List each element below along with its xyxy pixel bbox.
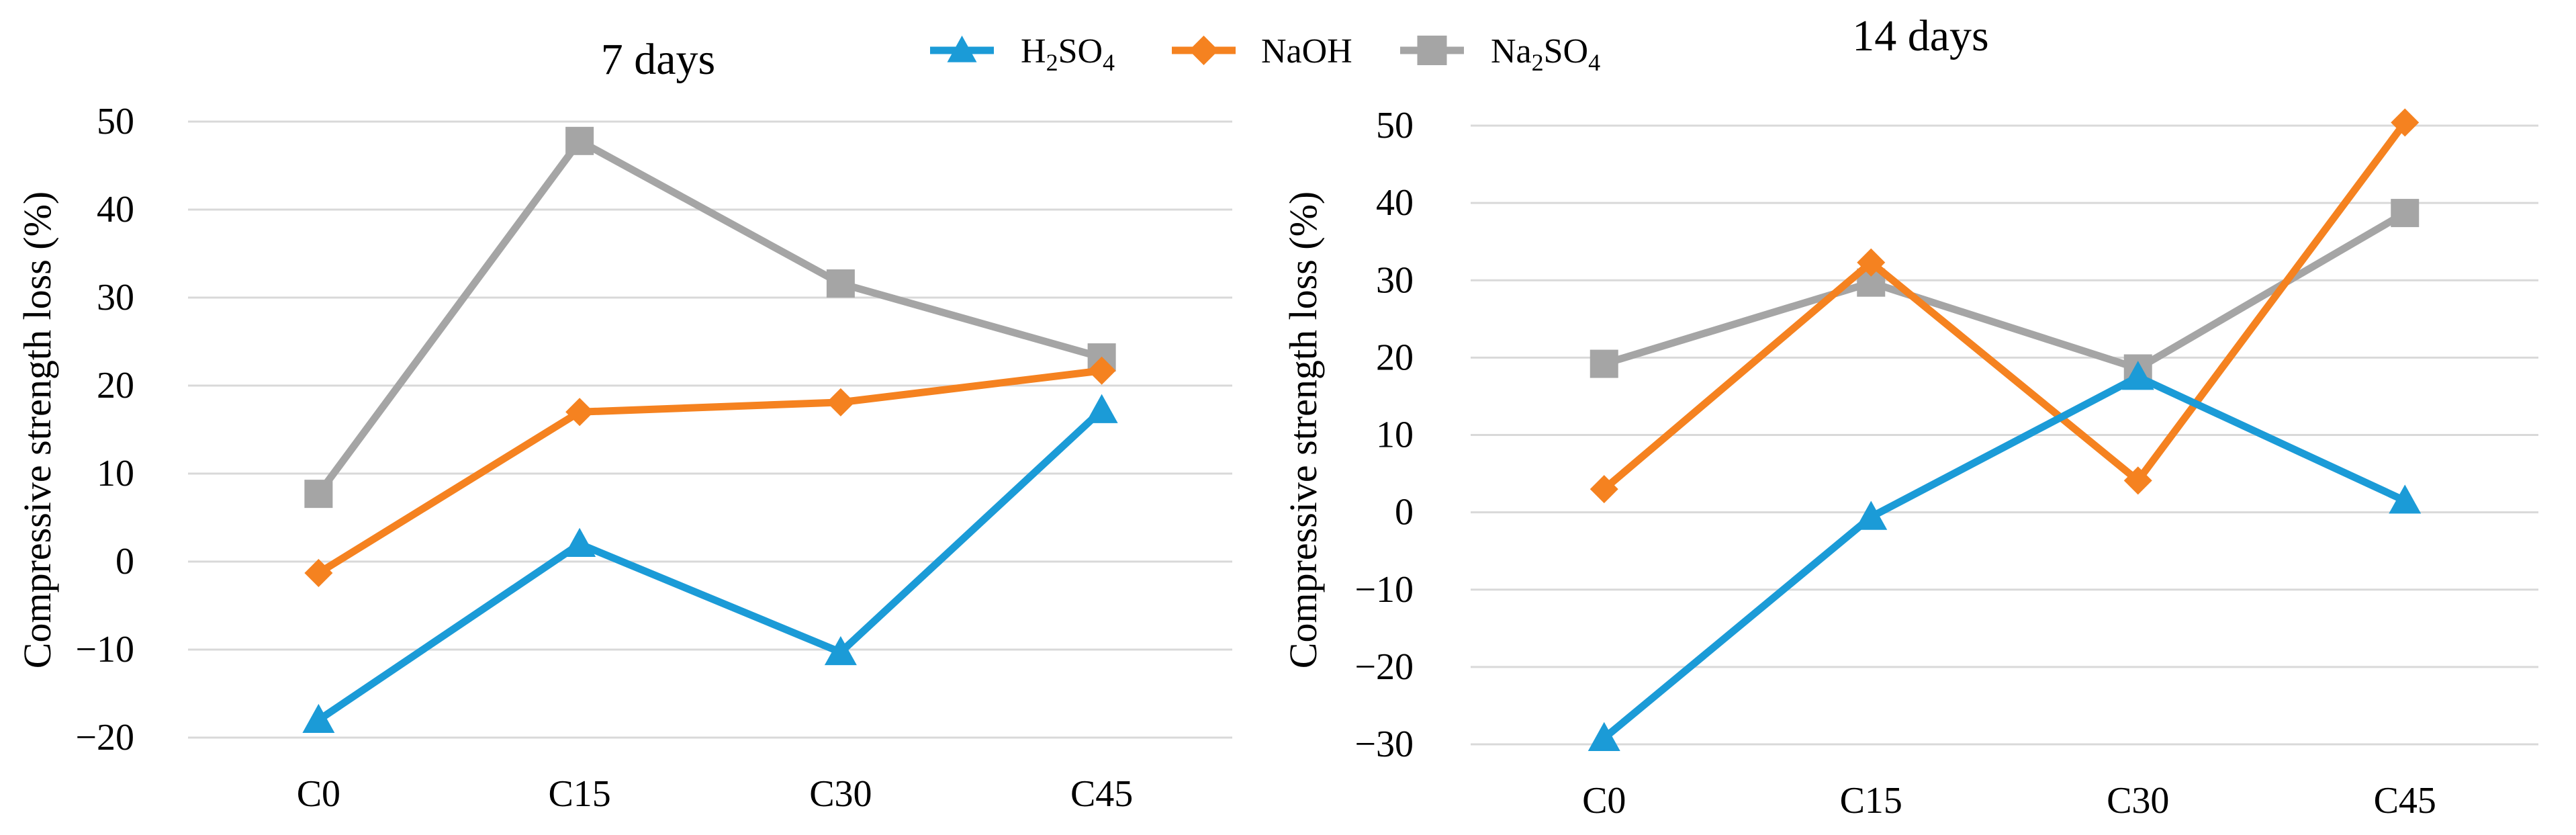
x-tick-label: C0 (1582, 780, 1626, 822)
legend-marker-naoh (1189, 36, 1219, 65)
legend-label-h2so4: H2SO4 (1021, 32, 1115, 76)
series-line-naoh (316, 367, 1103, 576)
y-axis-label: Compressive strength loss (%) (1281, 191, 1325, 668)
y-tick-label: 30 (1376, 259, 1414, 301)
data-point-h2so4 (563, 527, 596, 557)
data-point-h2so4 (302, 703, 335, 733)
legend: H2SO4 NaOH Na2SO4 (930, 32, 1600, 76)
x-tick-label: C45 (1070, 773, 1133, 815)
data-point-na2so4 (2391, 199, 2420, 228)
y-axis-label: Compressive strength loss (%) (15, 191, 59, 668)
x-tick-label: C15 (548, 773, 610, 815)
data-point-naoh (1590, 475, 1618, 504)
y-tick-label: 10 (1376, 414, 1414, 456)
legend-marker-na2so4 (1417, 36, 1447, 65)
x-tick-label: C30 (809, 773, 872, 815)
data-point-h2so4 (1855, 500, 1888, 530)
y-tick-label: −10 (1354, 569, 1414, 611)
legend-item-na2so4: Na2SO4 (1400, 32, 1600, 76)
y-tick-label: 40 (1376, 182, 1414, 224)
x-tick-label: C30 (2107, 780, 2169, 822)
y-tick-label: 20 (1376, 337, 1414, 378)
series-line-naoh (1602, 120, 2408, 492)
chart-title: 14 days (1852, 11, 1988, 60)
series-line-na2so4 (315, 137, 1103, 496)
y-tick-label: 50 (1376, 105, 1414, 146)
series-line-h2so4 (1602, 373, 2407, 742)
data-point-h2so4 (2389, 484, 2422, 514)
data-point-h2so4 (1588, 721, 1620, 751)
data-point-h2so4 (1085, 394, 1118, 423)
y-tick-label: −20 (1354, 646, 1414, 688)
data-point-naoh (2123, 466, 2152, 495)
data-point-naoh (1087, 356, 1116, 385)
series-line-na2so4 (1603, 210, 2407, 372)
y-tick-label: 0 (116, 541, 134, 582)
legend-item-h2so4: H2SO4 (930, 32, 1115, 76)
y-tick-label: 0 (1395, 492, 1414, 533)
y-tick-label: −30 (1354, 723, 1414, 765)
data-point-na2so4 (1590, 349, 1618, 378)
legend-item-naoh: NaOH (1172, 32, 1352, 71)
y-tick-label: 20 (97, 365, 134, 406)
chart-title: 7 days (601, 35, 715, 84)
y-tick-label: 50 (97, 101, 134, 142)
y-tick-label: 30 (97, 277, 134, 318)
data-point-h2so4 (824, 635, 857, 666)
x-tick-label: C0 (297, 773, 340, 815)
y-tick-label: 10 (97, 453, 134, 494)
chart-14-days: −30 −20 −10 0 10 20 30 40 50 C0 C15 C30 C45 14 days Co… (1281, 11, 2538, 822)
y-tick-label: −20 (75, 717, 134, 758)
legend-marker-h2so4 (947, 36, 977, 62)
data-point-na2so4 (565, 126, 594, 155)
data-point-na2so4 (304, 480, 333, 509)
data-point-naoh (826, 388, 855, 416)
x-tick-label: C15 (1840, 780, 1902, 822)
legend-label-naoh: NaOH (1261, 32, 1352, 71)
data-point-h2so4 (2121, 361, 2154, 390)
legend-label-na2so4: Na2SO4 (1491, 32, 1600, 76)
y-tick-label: 40 (97, 189, 134, 230)
x-tick-label: C45 (2374, 780, 2436, 822)
series-line-h2so4 (316, 407, 1105, 723)
y-tick-label: −10 (75, 629, 134, 670)
data-point-naoh (1857, 248, 1886, 277)
data-point-naoh (304, 559, 333, 588)
chart-7-days: −20 −10 0 10 20 30 40 50 C0 C15 C30 C45 7 days Compre… (15, 35, 1232, 815)
data-point-naoh (2391, 108, 2420, 137)
data-point-na2so4 (826, 269, 855, 298)
data-point-naoh (565, 398, 594, 427)
